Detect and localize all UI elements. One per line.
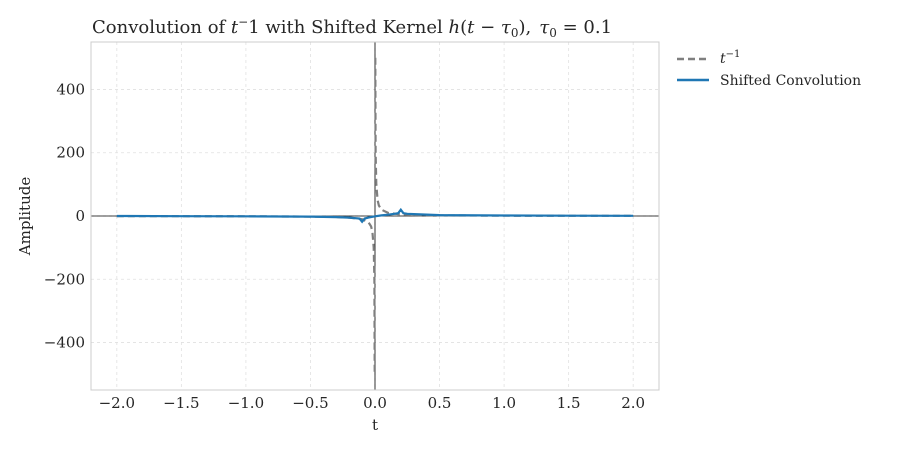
x-tick-label: 0.0: [363, 394, 387, 412]
y-axis-label: Amplitude: [16, 177, 34, 257]
chart-title: Convolution of t−1 with Shifted Kernel h…: [92, 15, 612, 40]
y-axis-ticks: −400 −200 0 200 400: [44, 80, 85, 351]
x-axis-ticks: −2.0 −1.5 −1.0 −0.5 0.0 0.5 1.0 1.5 2.0: [99, 394, 646, 412]
x-tick-label: −1.0: [228, 394, 264, 412]
x-tick-label: 1.0: [492, 394, 516, 412]
series-shifted-convolution-line: [116, 207, 634, 224]
series-layer: [116, 57, 634, 375]
x-tick-label: −1.5: [163, 394, 199, 412]
x-tick-label: 2.0: [621, 394, 645, 412]
x-tick-label: −2.0: [99, 394, 135, 412]
legend-label-shifted-convolution: Shifted Convolution: [720, 73, 861, 89]
legend-label-inverse-t: t−1: [720, 49, 740, 67]
plot-frame: [90, 41, 660, 391]
series-inverse-t-line: [116, 215, 376, 375]
y-tick-label: 400: [56, 80, 85, 98]
y-tick-label: 0: [75, 207, 85, 225]
y-tick-label: −200: [44, 270, 85, 288]
x-axis-label: t: [372, 416, 378, 434]
legend: t−1 Shifted Convolution: [677, 49, 861, 89]
x-tick-label: 1.5: [557, 394, 581, 412]
y-tick-label: −400: [44, 334, 85, 352]
x-tick-label: −0.5: [292, 394, 328, 412]
x-tick-label: 0.5: [428, 394, 452, 412]
y-tick-label: 200: [56, 144, 85, 162]
